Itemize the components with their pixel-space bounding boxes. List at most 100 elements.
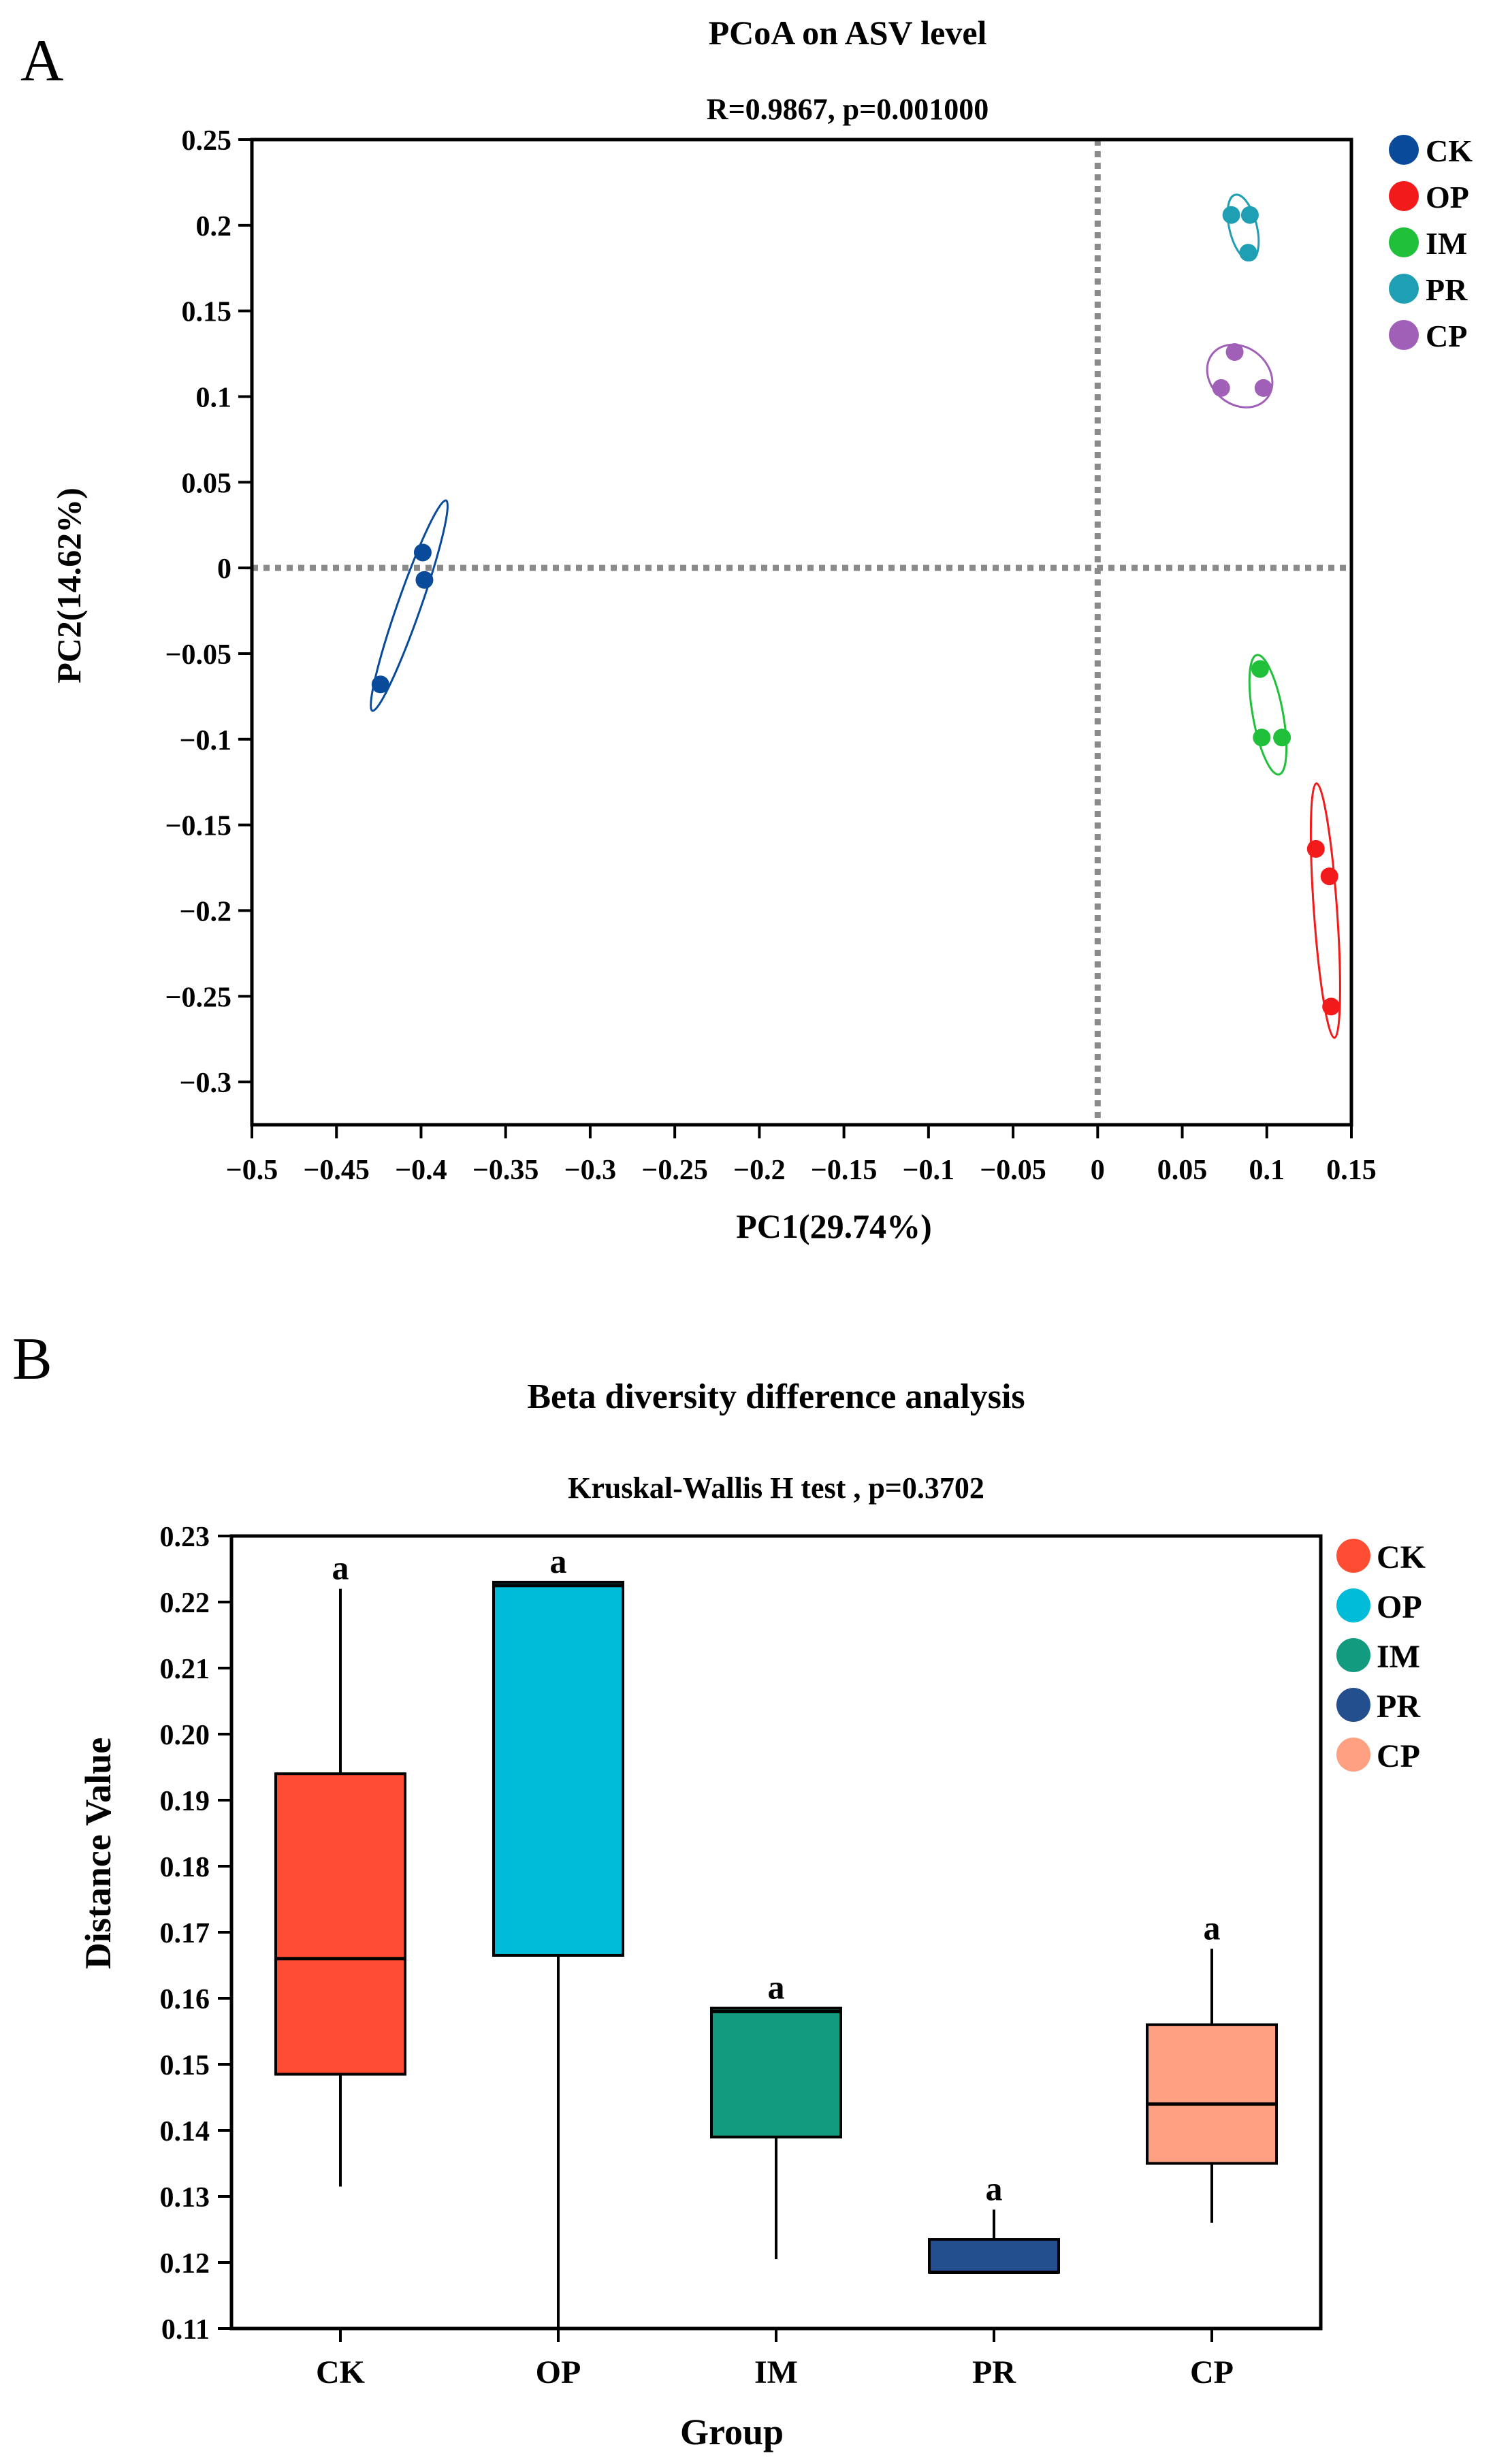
x-tick-label-cp: CP: [1190, 2354, 1234, 2390]
legend-label-pr: PR: [1377, 1689, 1421, 1725]
legend-label-cp: CP: [1426, 319, 1467, 353]
data-point-ck: [371, 675, 389, 694]
significance-letter-cp: a: [1204, 1908, 1221, 1947]
y-tick-label: 0.15: [182, 297, 232, 328]
data-point-op: [1320, 867, 1338, 886]
panel-b-y-ticks: 0.23 0.22 0.21 0.20 0.19 0.18 0.17 0.16 0.15 0.14…: [160, 1522, 231, 2346]
x-tick-label: 0.1: [1249, 1155, 1285, 1186]
x-tick-label: −0.4: [395, 1155, 447, 1186]
y-tick-label: −0.3: [180, 1068, 231, 1099]
y-tick-label: 0.22: [160, 1588, 210, 1619]
iqr-box-op: [492, 1580, 624, 1957]
y-tick-label: −0.25: [165, 982, 231, 1013]
y-tick-label: 0.14: [160, 2116, 210, 2147]
panel-a-reference-lines: [252, 140, 1351, 1125]
iqr-box-ck: [274, 1772, 406, 2076]
x-tick-label: −0.15: [811, 1155, 877, 1186]
data-point-pr: [1240, 206, 1259, 224]
legend-marker-im: [1336, 1638, 1370, 1672]
data-point-ck: [415, 571, 434, 589]
panel-a: A PCoA on ASV level R=0.9867, p=0.001000…: [20, 14, 1473, 1245]
iqr-box-pr: [928, 2238, 1060, 2274]
legend-label-pr: PR: [1426, 272, 1468, 307]
x-tick-label: −0.05: [980, 1155, 1046, 1186]
box-pr: a: [928, 2169, 1060, 2275]
y-tick-label: 0.11: [161, 2314, 210, 2346]
legend-label-cp: CP: [1377, 1738, 1420, 1774]
confidence-ellipse-im: [1248, 654, 1288, 775]
iqr-box-cp: [1146, 2023, 1278, 2165]
legend-label-op: OP: [1426, 180, 1469, 214]
legend-marker-cp: [1336, 1738, 1370, 1772]
panel-b: B Beta diversity difference analysis Kru…: [12, 1326, 1426, 2452]
y-tick-label: −0.2: [180, 896, 231, 927]
x-tick-label: 0.15: [1326, 1155, 1377, 1186]
legend-label-op: OP: [1377, 1589, 1422, 1625]
y-tick-label: −0.1: [180, 725, 231, 756]
panel-b-letter: B: [12, 1326, 52, 1392]
y-tick-label: 0.25: [182, 125, 232, 157]
legend-marker-op: [1389, 181, 1419, 211]
y-tick-label: 0.19: [160, 1786, 210, 1817]
x-tick-label: −0.5: [226, 1155, 278, 1186]
legend-marker-ck: [1336, 1539, 1370, 1573]
iqr-box-im: [710, 2006, 842, 2139]
y-tick-label: 0.1: [196, 382, 232, 413]
panel-b-x-axis-label: Group: [680, 2412, 784, 2452]
data-point-cp: [1212, 379, 1230, 397]
significance-letter-ck: a: [332, 1549, 349, 1587]
y-tick-label: −0.05: [165, 639, 231, 671]
y-tick-label: 0.21: [160, 1654, 210, 1685]
x-tick-label-op: OP: [536, 2354, 581, 2390]
box-op: a: [492, 1542, 624, 2329]
panel-a-x-axis-label: PC1(29.74%): [736, 1207, 931, 1245]
box-im: a: [710, 1968, 842, 2260]
y-tick-label: 0.2: [196, 211, 232, 242]
panel-a-legend: CK OP IM PR CP: [1389, 133, 1473, 353]
data-point-pr: [1239, 244, 1257, 262]
y-tick-label: 0.13: [160, 2182, 210, 2213]
x-tick-label: −0.45: [304, 1155, 370, 1186]
legend-label-im: IM: [1377, 1639, 1420, 1675]
confidence-ellipse-cp: [1206, 343, 1274, 409]
legend-marker-pr: [1389, 274, 1419, 304]
x-tick-label: −0.35: [472, 1155, 539, 1186]
x-tick-label-im: IM: [754, 2354, 798, 2390]
data-point-op: [1306, 839, 1325, 858]
legend-label-ck: CK: [1377, 1539, 1426, 1575]
y-tick-label: 0.20: [160, 1720, 210, 1751]
box-ck: a: [274, 1549, 406, 2187]
x-tick-label: −0.2: [733, 1155, 785, 1186]
significance-letter-op: a: [550, 1542, 567, 1580]
legend-label-ck: CK: [1426, 133, 1473, 168]
confidence-ellipse-op: [1309, 782, 1341, 1039]
y-tick-label: 0.23: [160, 1522, 210, 1553]
y-tick-label: 0.17: [160, 1918, 210, 1949]
box-cp: a: [1146, 1908, 1278, 2223]
panel-b-subtitle: Kruskal-Wallis H test , p=0.3702: [568, 1471, 984, 1505]
data-point-im: [1273, 729, 1291, 747]
panel-a-letter: A: [20, 28, 64, 94]
panel-a-plot-frame: [250, 138, 1353, 1127]
panel-a-y-ticks: 0.25 0.2 0.15 0.1 0.05 0 −0.05 −0.1 −0.15 −0.2 −0.…: [165, 125, 252, 1099]
x-tick-label: −0.1: [903, 1155, 954, 1186]
x-tick-label: 0.05: [1157, 1155, 1208, 1186]
legend-marker-im: [1389, 227, 1419, 257]
confidence-ellipse-ck: [370, 499, 449, 712]
x-tick-label: 0: [1091, 1155, 1105, 1186]
data-point-im: [1251, 660, 1269, 678]
panel-a-title: PCoA on ASV level: [709, 14, 987, 52]
panel-a-y-axis-label: PC2(14.62%): [50, 487, 88, 683]
significance-letter-im: a: [768, 1968, 785, 2006]
legend-label-im: IM: [1426, 226, 1467, 261]
legend-marker-cp: [1389, 320, 1419, 350]
panel-b-boxes: a a a a a: [274, 1542, 1278, 2329]
legend-marker-op: [1336, 1588, 1370, 1622]
y-tick-label: 0.05: [182, 468, 232, 499]
panel-b-title: Beta diversity difference analysis: [527, 1377, 1025, 1416]
data-point-im: [1253, 729, 1271, 747]
x-tick-label: −0.3: [564, 1155, 616, 1186]
panel-a-subtitle: R=0.9867, p=0.001000: [707, 93, 989, 126]
panel-a-x-ticks: −0.5 −0.45 −0.4 −0.35 −0.3 −0.25 −0.2 −0.15 −0.1…: [226, 1125, 1377, 1186]
